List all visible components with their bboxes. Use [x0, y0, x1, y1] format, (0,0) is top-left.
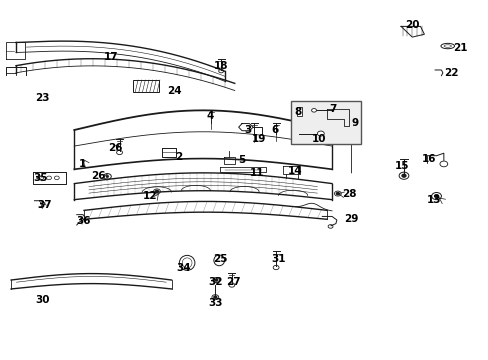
Circle shape — [439, 161, 447, 167]
Text: 35: 35 — [33, 173, 47, 183]
Text: 17: 17 — [103, 52, 118, 62]
Text: 34: 34 — [176, 262, 191, 273]
Text: 10: 10 — [311, 134, 325, 144]
Circle shape — [155, 190, 158, 193]
Circle shape — [106, 175, 109, 177]
Text: 16: 16 — [421, 154, 436, 163]
Text: 29: 29 — [344, 214, 358, 224]
Circle shape — [317, 131, 324, 136]
Circle shape — [218, 69, 223, 73]
Circle shape — [213, 296, 216, 298]
Text: 23: 23 — [36, 93, 50, 103]
Ellipse shape — [213, 255, 224, 266]
Text: 12: 12 — [142, 191, 157, 201]
Text: 18: 18 — [213, 61, 228, 71]
Circle shape — [336, 193, 339, 195]
Text: 1: 1 — [79, 159, 86, 169]
Circle shape — [39, 176, 43, 180]
Text: 32: 32 — [208, 277, 222, 287]
Text: 2: 2 — [175, 152, 182, 162]
Text: 24: 24 — [166, 86, 181, 96]
Circle shape — [211, 295, 218, 300]
Text: 6: 6 — [271, 125, 278, 135]
Text: 27: 27 — [225, 277, 240, 287]
Text: 5: 5 — [238, 156, 245, 165]
Text: 30: 30 — [36, 295, 50, 305]
Text: 26: 26 — [108, 143, 122, 153]
Text: 20: 20 — [404, 19, 419, 30]
Text: 36: 36 — [76, 216, 90, 226]
Circle shape — [212, 278, 219, 283]
Circle shape — [103, 174, 111, 179]
Circle shape — [46, 176, 51, 180]
Circle shape — [327, 225, 332, 228]
Bar — [296, 107, 302, 116]
Circle shape — [153, 189, 160, 194]
Text: 7: 7 — [329, 104, 336, 113]
Ellipse shape — [443, 45, 450, 47]
Text: 4: 4 — [206, 111, 214, 121]
Text: 3: 3 — [244, 125, 251, 135]
Text: 13: 13 — [426, 195, 441, 204]
Bar — [132, 80, 159, 93]
Ellipse shape — [440, 43, 454, 49]
Text: 19: 19 — [251, 134, 266, 144]
Text: 22: 22 — [443, 68, 457, 78]
Text: 21: 21 — [453, 43, 467, 53]
Text: 15: 15 — [394, 161, 409, 171]
Circle shape — [116, 150, 122, 155]
Text: 14: 14 — [287, 166, 302, 176]
FancyBboxPatch shape — [290, 102, 361, 144]
Text: 25: 25 — [212, 253, 227, 264]
Circle shape — [398, 172, 408, 179]
Circle shape — [334, 191, 341, 196]
Text: 11: 11 — [249, 168, 264, 178]
Circle shape — [311, 109, 316, 112]
Circle shape — [401, 174, 405, 177]
Text: 31: 31 — [271, 253, 285, 264]
Circle shape — [273, 265, 279, 270]
Circle shape — [434, 195, 438, 198]
Ellipse shape — [182, 258, 192, 268]
Text: 9: 9 — [351, 118, 358, 128]
Circle shape — [228, 283, 234, 287]
Text: 33: 33 — [208, 298, 222, 308]
Circle shape — [431, 193, 441, 200]
Text: 28: 28 — [341, 189, 356, 199]
Circle shape — [214, 279, 217, 281]
Ellipse shape — [179, 255, 195, 270]
Circle shape — [54, 176, 59, 180]
Text: 26: 26 — [91, 171, 106, 181]
Text: 37: 37 — [37, 200, 51, 210]
Text: 8: 8 — [294, 107, 301, 117]
